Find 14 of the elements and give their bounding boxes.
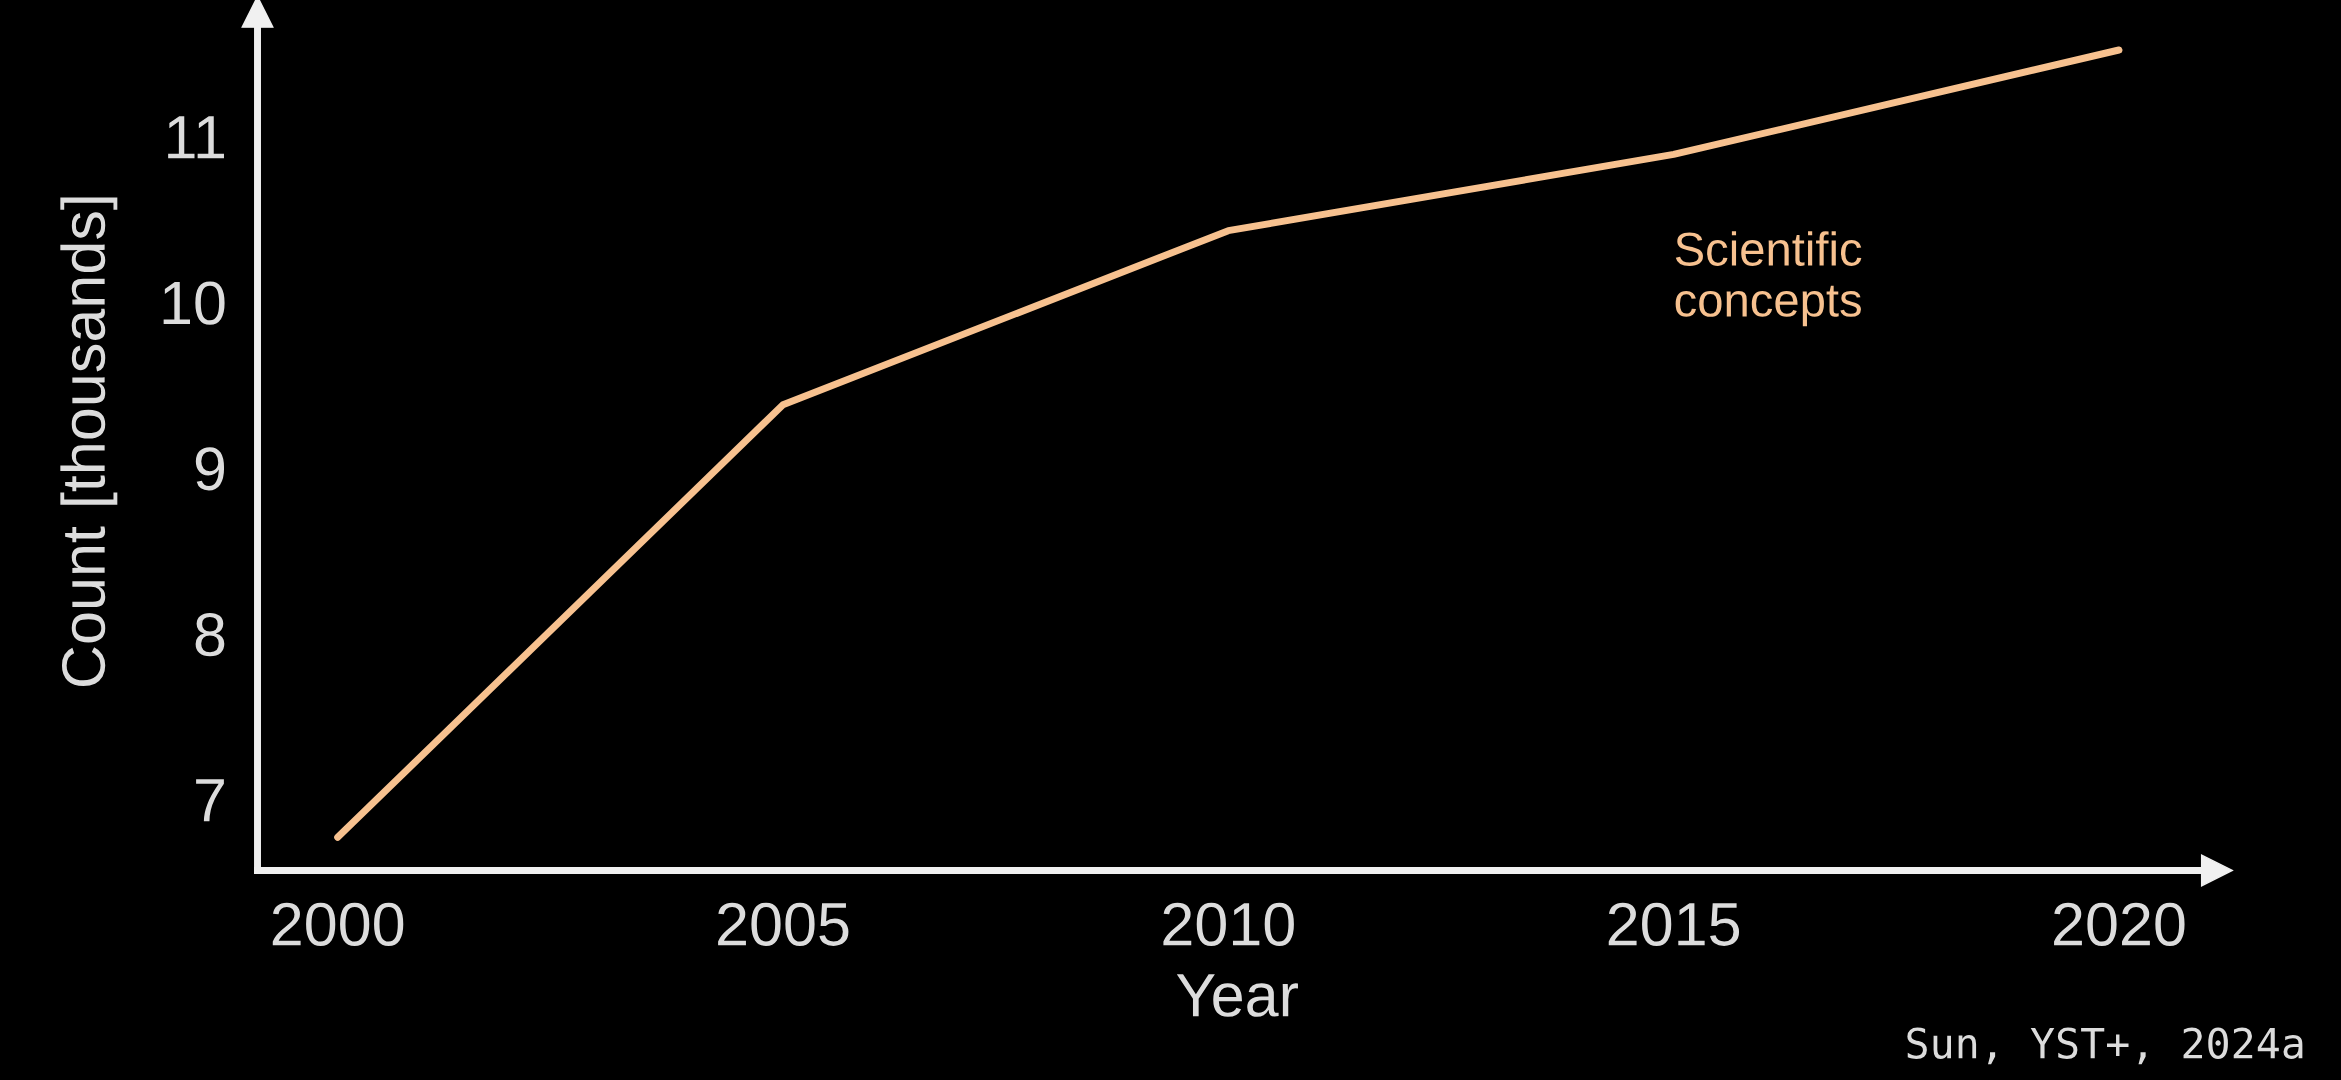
y-axis-title: Count [thousands] [60,197,118,687]
x-axis-title: Year [1176,974,1298,1017]
y-tick-label: 8 [195,612,225,657]
x-tick-label: 2010 [1163,902,1294,946]
x-tick-label: 2000 [272,902,404,946]
text: Sun, YST+, 2024a [1907,1027,2303,1065]
y-tick-label: 7 [196,779,224,822]
x-tick-label: 2015 [1608,902,1740,946]
y-tick-label: 10 [163,281,225,325]
series-label: Scientific concepts [1675,231,1862,327]
x-tick-label: 2020 [2054,902,2185,946]
y-tick-label: 9 [195,447,225,491]
x-tick-label: 2005 [718,902,849,946]
y-tick-label: 11 [168,116,224,159]
